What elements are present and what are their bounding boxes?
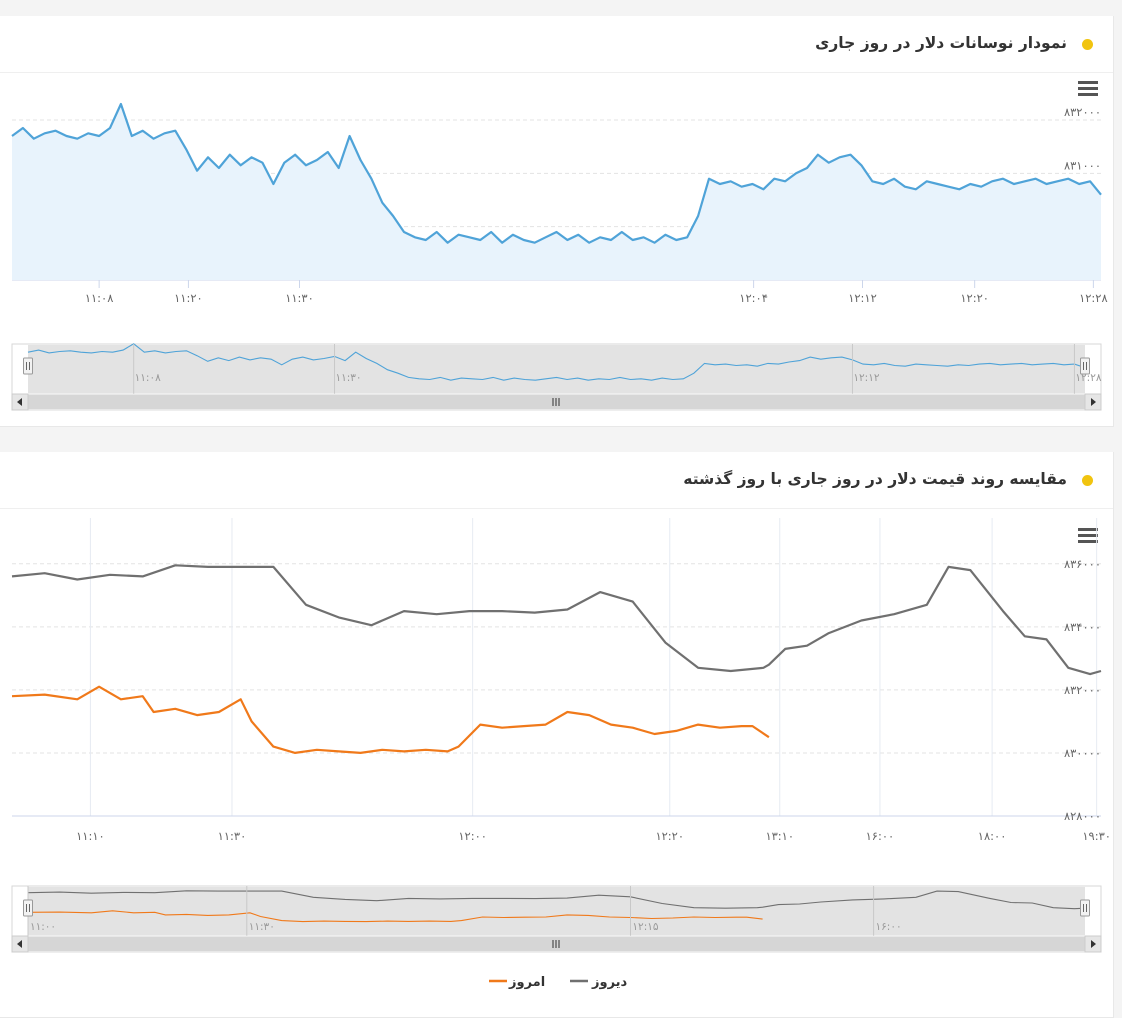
x-tick-label: ۱۲:۰۰ [458,829,487,843]
navigator-handle[interactable] [1080,357,1090,375]
series-area-fill [12,104,1101,280]
chart-title: نمودار نوسانات دلار در روز جاری [815,34,1067,52]
navigator-selected-range[interactable] [28,887,1085,935]
x-tick-label: ۱۳:۱۰ [765,829,794,843]
x-tick-label: ۱۲:۲۰ [655,829,684,843]
navigator-handle[interactable] [1080,899,1090,917]
y-tick-label: ۸۳۶۰۰۰ [1064,557,1101,571]
series-line-today [11,685,770,754]
navigator-series-line [27,343,1086,381]
x-tick-label: ۱۹:۳۰ [1082,829,1111,843]
series-line-yesterday [11,564,1102,676]
legend-label: امروز [508,975,545,990]
navigator-label: ۱۱:۳۰ [249,921,275,933]
navigator-handle-body[interactable] [23,899,33,917]
comparison-chart-card: مقایسه روند قیمت دلار در روز جاری با روز… [0,452,1114,1018]
navigator-label: ۱۲:۱۵ [632,921,658,933]
arrow-left-icon [17,398,22,406]
navigator-handle-body[interactable] [23,357,33,375]
title-bullet-icon [1082,39,1093,50]
x-tick-label: ۱۱:۳۰ [218,829,247,843]
x-tick-label: ۱۲:۲۰ [960,291,989,305]
arrow-left-icon [17,940,22,948]
card-header: مقایسه روند قیمت دلار در روز جاری با روز… [0,452,1113,509]
x-tick-label: ۱۱:۰۸ [85,291,114,305]
navigator-label: ۱۲:۱۲ [853,372,879,384]
x-tick-label: ۱۱:۱۰ [76,829,105,843]
legend-item[interactable]: دیروز [570,975,628,990]
x-tick-label: ۱۱:۳۰ [285,291,314,305]
x-tick-label: ۱۲:۲۸ [1079,291,1108,305]
navigator-handle[interactable] [23,899,33,917]
y-tick-label: ۸۳۴۰۰۰ [1064,620,1101,634]
y-tick-label: ۸۲۸۰۰۰ [1064,809,1101,823]
navigator-label: ۱۱:۳۰ [335,372,361,384]
navigator-handle-body[interactable] [1080,357,1090,375]
y-tick-label: ۸۳۱۰۰۰ [1064,158,1101,172]
x-tick-label: ۱۲:۱۲ [848,291,877,305]
card-header: نمودار نوسانات دلار در روز جاری [0,16,1113,73]
navigator-label: ۱۱:۰۸ [135,372,161,384]
y-tick-label: ۸۳۰۰۰۰ [1064,746,1101,760]
comparison-chart: ۸۲۸۰۰۰ ۸۳۰۰۰۰ ۸۳۲۰۰۰ ۸۳۴۰۰۰ ۸۳۶۰۰۰ ۱۱:۱۰ ۱۱:۳۰… [11,518,1111,990]
navigator-label: ۱۲:۲۸ [1075,372,1101,384]
title-bullet-icon [1082,475,1093,486]
export-menu-button[interactable] [1078,79,1098,96]
y-tick-label: ۸۳۲۰۰۰ [1064,683,1101,697]
y-tick-label: ۸۳۲۰۰۰ [1064,105,1101,119]
arrow-right-icon [1091,940,1096,948]
arrow-right-icon [1091,398,1096,406]
series-line [11,102,1102,244]
x-tick-label: ۱۲:۰۴ [739,291,768,305]
legend-label: دیروز [591,975,628,990]
x-tick-label: ۱۶:۰۰ [866,829,895,843]
chart-title: مقایسه روند قیمت دلار در روز جاری با روز… [683,470,1067,488]
navigator-label: ۱۱:۰۰ [30,921,56,933]
x-tick-label: ۱۸:۰۰ [978,829,1007,843]
navigator-series-line [27,910,763,923]
x-tick-label: ۱۱:۲۰ [174,291,203,305]
navigator-label: ۱۶:۰۰ [876,921,902,933]
legend-item[interactable]: امروز [489,975,545,990]
fluctuation-chart-card: نمودار نوسانات دلار در روز جاری ۸۲۹۰۰۰۸۳… [0,16,1114,427]
fluctuation-chart: ۸۲۹۰۰۰۸۳۰۰۰۰۸۳۱۰۰۰۸۳۲۰۰۰۱۱:۰۸۱۱:۲۰۱۱:۳۰۱… [11,79,1108,411]
navigator-handle[interactable] [23,357,33,375]
navigator-selected-range[interactable] [28,345,1085,393]
navigator-handle-body[interactable] [1080,899,1090,917]
export-menu-button[interactable] [1078,526,1098,543]
